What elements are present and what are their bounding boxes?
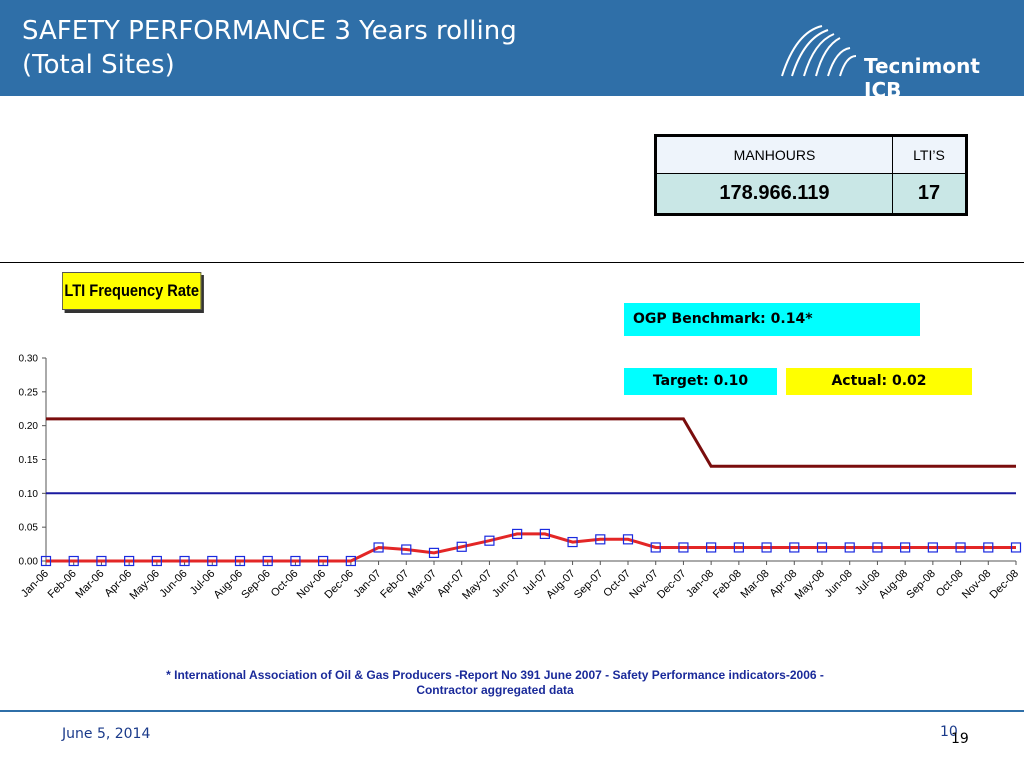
target-label: Target: 0.10 bbox=[624, 368, 777, 395]
actual-data-point bbox=[955, 542, 966, 553]
page-number: 10 bbox=[940, 724, 958, 740]
y-tick-label: 0.00 bbox=[19, 557, 39, 568]
actual-data-point bbox=[345, 555, 356, 567]
actual-data-point bbox=[900, 542, 911, 553]
x-tick-label: Nov-06 bbox=[295, 568, 329, 602]
company-logo: Tecnimont ICB bbox=[778, 20, 1014, 102]
actual-data-point bbox=[872, 542, 883, 553]
actual-data-point bbox=[650, 542, 661, 553]
manhours-header: MANHOURS bbox=[655, 135, 893, 174]
x-tick-label: Jan-07 bbox=[351, 568, 383, 600]
y-tick-label: 0.05 bbox=[19, 523, 39, 534]
slide-date: June 5, 2014 bbox=[62, 726, 151, 742]
x-tick-label: Feb-06 bbox=[46, 568, 79, 601]
x-tick-label: Jun-07 bbox=[490, 568, 522, 600]
x-tick-label: Jun-06 bbox=[157, 568, 189, 600]
actual-data-point bbox=[373, 542, 384, 553]
x-tick-label: Dec-08 bbox=[988, 568, 1022, 602]
slide-title: SAFETY PERFORMANCE 3 Years rolling (Tota… bbox=[22, 16, 517, 80]
actual-data-point bbox=[595, 534, 606, 545]
actual-data-point bbox=[68, 555, 79, 567]
actual-data-point bbox=[789, 542, 800, 553]
lti-value: 17 bbox=[891, 173, 968, 215]
actual-data-point bbox=[1010, 542, 1022, 553]
actual-data-point bbox=[456, 541, 467, 552]
benchmark-series-line bbox=[46, 417, 1016, 468]
actual-data-point bbox=[816, 542, 828, 553]
actual-data-point bbox=[844, 542, 855, 553]
stats-table: MANHOURS LTI’S 178.966.119 17 bbox=[654, 134, 968, 216]
benchmark-label: OGP Benchmark: 0.14* bbox=[624, 303, 920, 336]
actual-label: Actual: 0.02 bbox=[786, 368, 972, 395]
x-tick-label: May-07 bbox=[460, 568, 494, 602]
x-tick-label: May-06 bbox=[128, 568, 162, 602]
divider-top bbox=[0, 262, 1024, 263]
x-tick-label: Jan-06 bbox=[19, 568, 51, 600]
y-tick-label: 0.10 bbox=[19, 489, 39, 500]
x-tick-label: Feb-08 bbox=[711, 568, 744, 601]
x-tick-label: Mar-08 bbox=[739, 568, 772, 601]
actual-data-point bbox=[262, 555, 273, 567]
footnote: * International Association of Oil & Gas… bbox=[166, 668, 824, 697]
actual-data-point bbox=[484, 535, 495, 546]
actual-data-point bbox=[512, 528, 523, 540]
lti-header: LTI’S bbox=[891, 135, 968, 174]
actual-data-point bbox=[234, 555, 246, 567]
x-tick-label: May-08 bbox=[793, 568, 827, 602]
actual-data-point bbox=[428, 547, 440, 558]
x-tick-label: Dec-06 bbox=[322, 568, 356, 602]
actual-data-point bbox=[678, 542, 689, 553]
actual-data-point bbox=[96, 555, 107, 567]
actual-data-point bbox=[539, 528, 550, 540]
x-tick-label: Mar-07 bbox=[406, 568, 439, 601]
divider-bottom bbox=[0, 710, 1024, 712]
actual-data-point bbox=[124, 555, 135, 567]
x-tick-label: Sep-08 bbox=[904, 568, 938, 602]
x-tick-label: Jun-08 bbox=[823, 568, 855, 600]
page-number-overlay: 19 bbox=[951, 731, 969, 747]
actual-data-point bbox=[927, 542, 938, 553]
actual-data-point bbox=[401, 544, 412, 555]
x-tick-label: Nov-08 bbox=[960, 568, 994, 602]
x-tick-label: Jan-08 bbox=[684, 568, 716, 600]
chart-title: LTI Frequency Rate bbox=[62, 272, 202, 310]
arcs-logo-icon bbox=[781, 25, 857, 77]
y-tick-label: 0.15 bbox=[19, 455, 39, 466]
x-tick-label: Sep-06 bbox=[239, 568, 273, 602]
y-tick-label: 0.30 bbox=[19, 354, 39, 365]
x-tick-label: Mar-06 bbox=[73, 568, 106, 601]
x-tick-label: Nov-07 bbox=[627, 568, 661, 602]
header-bar: SAFETY PERFORMANCE 3 Years rolling (Tota… bbox=[0, 0, 1024, 102]
actual-data-point bbox=[567, 536, 578, 548]
actual-data-point bbox=[179, 555, 190, 567]
actual-series-line bbox=[46, 532, 1016, 563]
actual-data-point bbox=[733, 542, 744, 553]
actual-data-point bbox=[622, 534, 634, 545]
actual-data-point bbox=[40, 555, 52, 567]
x-tick-label: Aug-07 bbox=[544, 568, 578, 602]
actual-data-point bbox=[290, 555, 301, 567]
actual-data-point bbox=[151, 555, 162, 567]
x-tick-label: Feb-07 bbox=[378, 568, 411, 601]
actual-data-point bbox=[706, 542, 717, 553]
manhours-value: 178.966.119 bbox=[655, 173, 893, 215]
lti-frequency-chart: 0.00 0.05 0.10 0.15 0.20 0.25 0.30 Jan-06Feb-06… bbox=[19, 354, 1022, 603]
y-tick-label: 0.25 bbox=[19, 387, 39, 398]
logo-text: Tecnimont ICB bbox=[864, 54, 980, 102]
actual-data-point bbox=[207, 555, 218, 567]
actual-data-point bbox=[318, 555, 329, 567]
x-tick-label: Aug-08 bbox=[877, 568, 911, 602]
x-tick-label: Dec-07 bbox=[655, 568, 689, 602]
x-tick-label: Aug-06 bbox=[212, 568, 246, 602]
actual-data-point bbox=[983, 542, 994, 553]
y-tick-label: 0.20 bbox=[19, 421, 39, 432]
actual-data-point bbox=[761, 542, 772, 553]
x-tick-label: Sep-07 bbox=[572, 568, 606, 602]
